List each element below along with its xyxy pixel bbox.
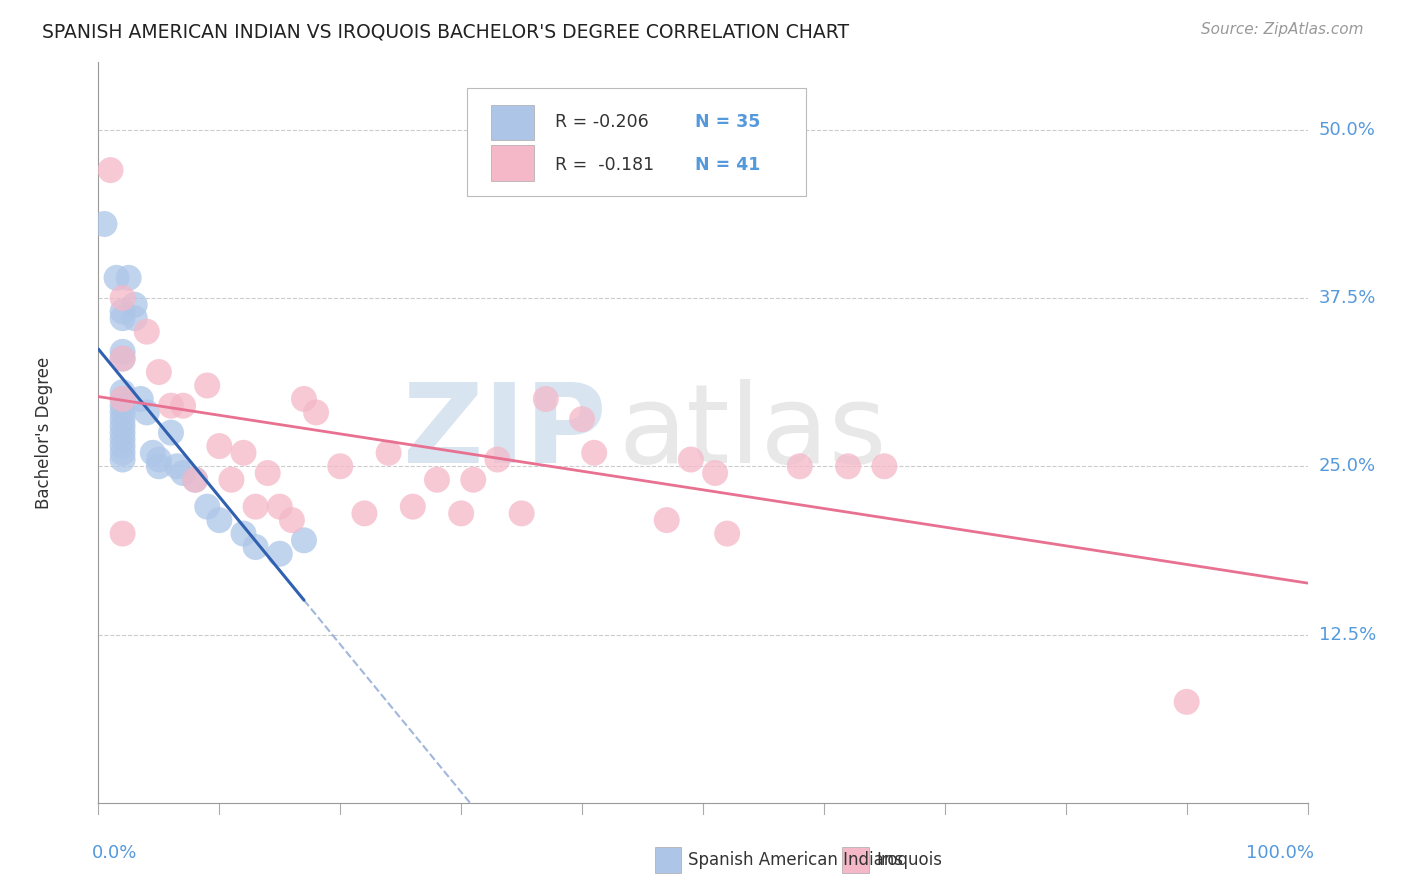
Point [873,459,896,474]
Text: 0.0%: 0.0% [93,844,138,862]
Point [111,433,134,447]
FancyBboxPatch shape [492,145,534,181]
Point [111,351,134,366]
Point [292,533,315,548]
Point [256,466,278,480]
Point [111,399,134,413]
Point [124,311,146,326]
Point [402,500,425,514]
Point [118,270,141,285]
Text: R =  -0.181: R = -0.181 [555,155,655,174]
Point [111,405,134,419]
Point [124,298,146,312]
Point [111,351,134,366]
Point [269,547,291,561]
Point [486,452,509,467]
Point [221,473,243,487]
Point [195,378,218,392]
Point [426,473,449,487]
Point [160,425,183,440]
Point [281,513,304,527]
Point [148,365,170,379]
Point [1175,695,1198,709]
Point [100,163,122,178]
Point [450,507,472,521]
Point [111,392,134,406]
Point [208,439,231,453]
FancyBboxPatch shape [467,88,806,195]
Text: Bachelor's Degree: Bachelor's Degree [35,357,53,508]
Point [111,418,134,433]
Point [377,446,399,460]
Text: Source: ZipAtlas.com: Source: ZipAtlas.com [1201,22,1364,37]
FancyBboxPatch shape [842,847,869,873]
Text: atlas: atlas [619,379,887,486]
Point [166,459,188,474]
Point [111,526,134,541]
Text: 12.5%: 12.5% [1319,625,1376,643]
Point [232,446,254,460]
Point [172,466,194,480]
Point [292,392,315,406]
Point [305,405,328,419]
Point [184,473,207,487]
Point [534,392,557,406]
Point [353,507,375,521]
Text: 37.5%: 37.5% [1319,289,1376,307]
Point [148,459,170,474]
Point [184,473,207,487]
Point [111,344,134,359]
Point [135,325,157,339]
Point [93,217,115,231]
Text: N = 41: N = 41 [695,155,759,174]
Point [111,412,134,426]
Point [111,446,134,460]
Point [105,270,128,285]
Point [111,425,134,440]
Point [111,439,134,453]
Text: N = 35: N = 35 [695,112,759,130]
Point [111,452,134,467]
Point [510,507,533,521]
Point [142,446,165,460]
Point [789,459,811,474]
Text: Iroquois: Iroquois [876,851,942,869]
FancyBboxPatch shape [492,104,534,140]
Point [704,466,727,480]
Point [269,500,291,514]
Point [135,405,157,419]
Point [329,459,352,474]
Point [679,452,702,467]
Point [160,399,183,413]
Text: 100.0%: 100.0% [1246,844,1313,862]
Point [245,540,267,554]
Point [716,526,738,541]
Text: Spanish American Indians: Spanish American Indians [689,851,904,869]
Text: R = -0.206: R = -0.206 [555,112,650,130]
Point [129,392,152,406]
Text: ZIP: ZIP [404,379,606,486]
Text: 25.0%: 25.0% [1319,458,1376,475]
Point [571,412,593,426]
Point [619,150,641,164]
Point [195,500,218,514]
FancyBboxPatch shape [655,847,682,873]
Point [148,452,170,467]
Point [111,311,134,326]
Point [111,392,134,406]
Point [245,500,267,514]
Point [837,459,859,474]
Point [655,513,678,527]
Point [111,291,134,305]
Point [583,446,606,460]
Point [111,385,134,400]
Point [232,526,254,541]
Point [172,399,194,413]
Text: SPANISH AMERICAN INDIAN VS IROQUOIS BACHELOR'S DEGREE CORRELATION CHART: SPANISH AMERICAN INDIAN VS IROQUOIS BACH… [42,22,849,41]
Point [463,473,485,487]
Text: 50.0%: 50.0% [1319,120,1375,139]
Point [111,304,134,318]
Point [208,513,231,527]
